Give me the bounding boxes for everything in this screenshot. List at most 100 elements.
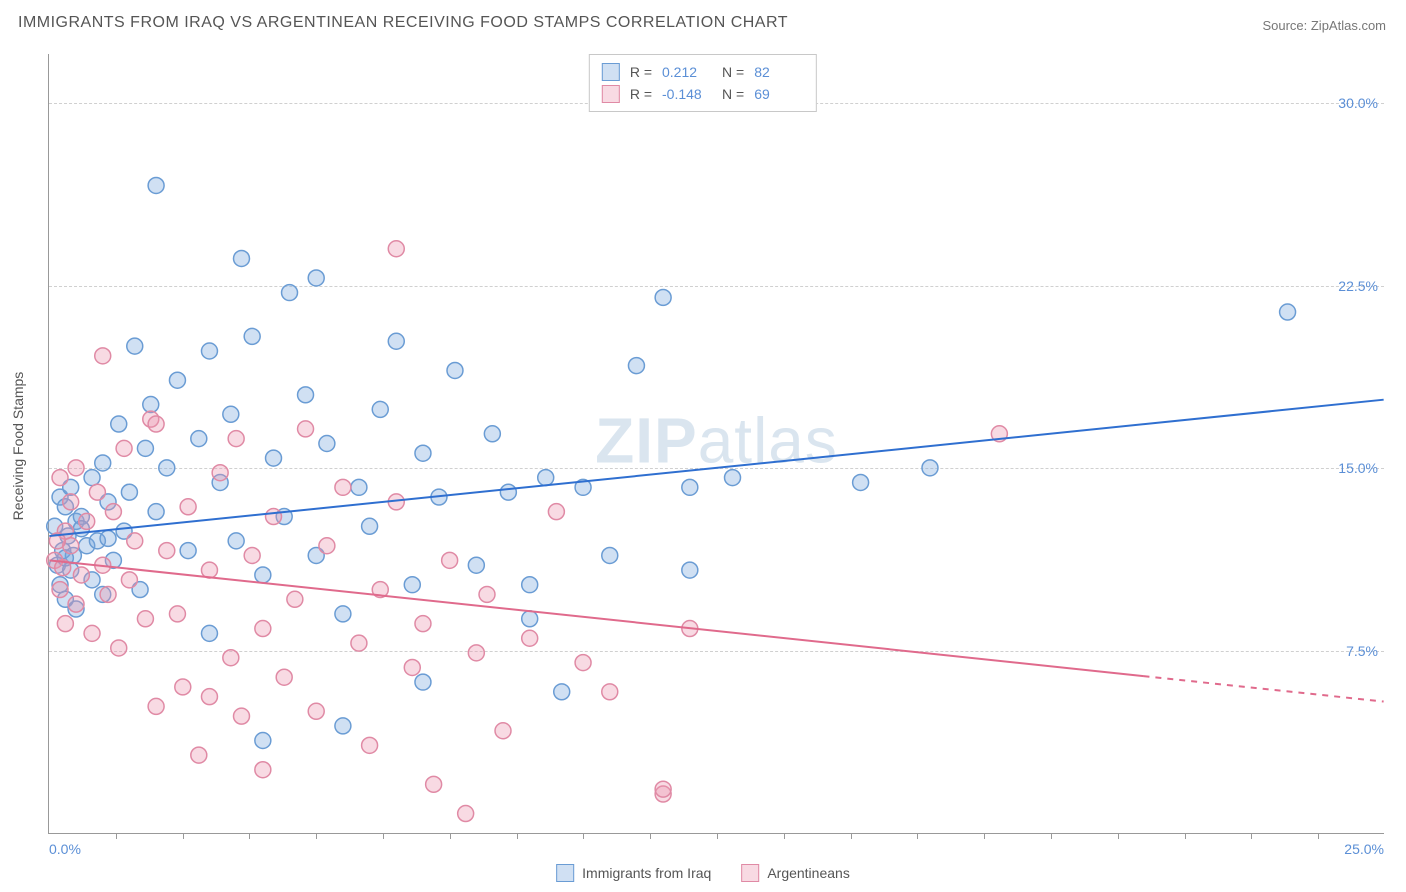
scatter-point <box>426 776 442 792</box>
n-label-2: N = <box>722 86 744 102</box>
scatter-point <box>404 659 420 675</box>
scatter-point <box>255 733 271 749</box>
scatter-point <box>554 684 570 700</box>
scatter-point <box>447 362 463 378</box>
swatch-bottom-2 <box>741 864 759 882</box>
swatch-bottom-1 <box>556 864 574 882</box>
x-tick-mark <box>183 833 184 839</box>
scatter-point <box>121 484 137 500</box>
x-tick-mark <box>650 833 651 839</box>
scatter-point <box>725 470 741 486</box>
scatter-point <box>255 762 271 778</box>
scatter-point <box>111 416 127 432</box>
scatter-point <box>308 703 324 719</box>
scatter-point <box>415 445 431 461</box>
x-tick-mark <box>851 833 852 839</box>
scatter-point <box>159 543 175 559</box>
x-tick-mark <box>917 833 918 839</box>
chart-svg <box>49 54 1384 833</box>
scatter-point <box>1280 304 1296 320</box>
scatter-point <box>922 460 938 476</box>
scatter-point <box>116 440 132 456</box>
scatter-point <box>234 708 250 724</box>
legend-label-2: Argentineans <box>767 865 850 881</box>
scatter-point <box>63 494 79 510</box>
swatch-series-1 <box>602 63 620 81</box>
scatter-point <box>853 474 869 490</box>
trend-line-dashed <box>1143 676 1383 701</box>
scatter-point <box>575 655 591 671</box>
scatter-point <box>287 591 303 607</box>
scatter-point <box>372 401 388 417</box>
scatter-point <box>522 611 538 627</box>
scatter-point <box>548 504 564 520</box>
scatter-point <box>212 465 228 481</box>
scatter-point <box>362 737 378 753</box>
scatter-point <box>388 241 404 257</box>
plot-area: ZIPatlas 7.5%15.0%22.5%30.0%0.0%25.0% <box>48 54 1384 834</box>
scatter-point <box>105 504 121 520</box>
scatter-point <box>308 270 324 286</box>
scatter-point <box>228 533 244 549</box>
scatter-point <box>95 455 111 471</box>
scatter-point <box>495 723 511 739</box>
scatter-point <box>255 621 271 637</box>
scatter-point <box>169 606 185 622</box>
scatter-point <box>148 698 164 714</box>
scatter-point <box>180 543 196 559</box>
scatter-point <box>319 538 335 554</box>
scatter-point <box>148 177 164 193</box>
scatter-point <box>522 577 538 593</box>
legend-item-2: Argentineans <box>741 864 850 882</box>
scatter-point <box>201 625 217 641</box>
n-value-1: 82 <box>754 64 804 80</box>
scatter-point <box>84 625 100 641</box>
legend-series: Immigrants from Iraq Argentineans <box>556 864 850 882</box>
scatter-point <box>175 679 191 695</box>
scatter-point <box>137 611 153 627</box>
scatter-point <box>335 479 351 495</box>
scatter-point <box>234 250 250 266</box>
scatter-point <box>538 470 554 486</box>
x-tick-label-left: 0.0% <box>49 841 81 857</box>
x-tick-mark <box>316 833 317 839</box>
x-tick-mark <box>1318 833 1319 839</box>
scatter-point <box>255 567 271 583</box>
r-value-1: 0.212 <box>662 64 712 80</box>
x-tick-mark <box>1118 833 1119 839</box>
x-tick-mark <box>784 833 785 839</box>
scatter-point <box>111 640 127 656</box>
scatter-point <box>228 431 244 447</box>
scatter-point <box>298 387 314 403</box>
scatter-point <box>442 552 458 568</box>
scatter-point <box>404 577 420 593</box>
r-label-2: R = <box>630 86 652 102</box>
x-tick-mark <box>583 833 584 839</box>
scatter-point <box>52 470 68 486</box>
scatter-point <box>282 285 298 301</box>
x-tick-mark <box>116 833 117 839</box>
scatter-point <box>52 582 68 598</box>
scatter-point <box>121 572 137 588</box>
scatter-point <box>335 606 351 622</box>
source-label: Source: ZipAtlas.com <box>1262 18 1386 33</box>
scatter-point <box>223 406 239 422</box>
chart-title: IMMIGRANTS FROM IRAQ VS ARGENTINEAN RECE… <box>18 14 788 32</box>
scatter-point <box>388 333 404 349</box>
scatter-point <box>84 470 100 486</box>
legend-label-1: Immigrants from Iraq <box>582 865 711 881</box>
scatter-point <box>137 440 153 456</box>
scatter-point <box>602 547 618 563</box>
trend-line <box>49 560 1143 676</box>
scatter-point <box>602 684 618 700</box>
x-tick-mark <box>383 833 384 839</box>
n-value-2: 69 <box>754 86 804 102</box>
scatter-point <box>335 718 351 734</box>
scatter-point <box>159 460 175 476</box>
scatter-point <box>500 484 516 500</box>
scatter-point <box>266 509 282 525</box>
scatter-point <box>484 426 500 442</box>
scatter-point <box>201 343 217 359</box>
scatter-point <box>522 630 538 646</box>
scatter-point <box>298 421 314 437</box>
